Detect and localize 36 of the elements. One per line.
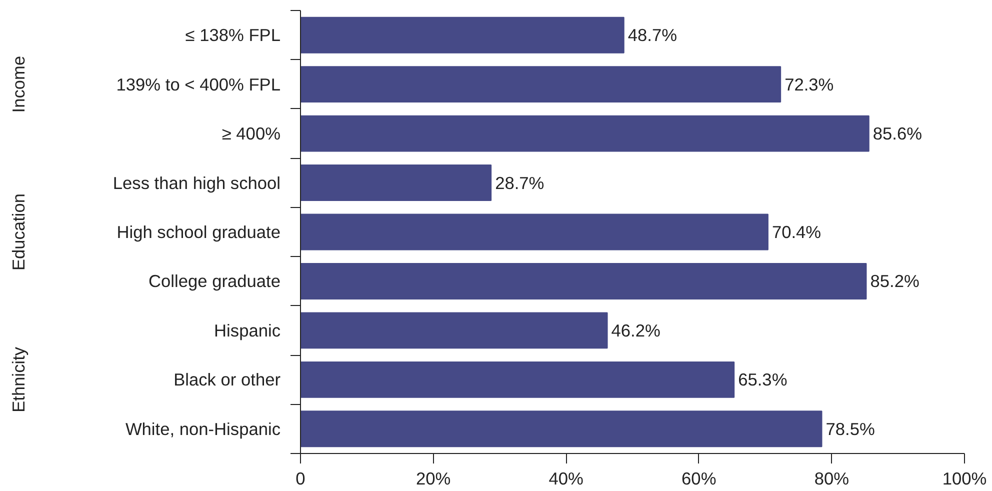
data-label: 85.6%	[872, 124, 922, 144]
x-tick-label: 60%	[682, 468, 716, 488]
x-tick-label: 100%	[942, 468, 987, 488]
y-tick-label: ≥ 400%	[222, 124, 281, 144]
y-tick-label: 139% to < 400% FPL	[116, 74, 281, 94]
data-label: 78.5%	[826, 418, 875, 439]
data-label: 85.2%	[870, 271, 920, 292]
bar	[300, 361, 735, 398]
data-label: 70.4%	[772, 222, 822, 242]
x-tick-label: 20%	[416, 468, 451, 488]
x-tick-label: 40%	[548, 468, 584, 488]
bar	[300, 410, 822, 448]
y-tick-label: High school graduate	[116, 222, 281, 242]
x-tick-label: 80%	[814, 468, 850, 488]
bar	[300, 16, 624, 54]
bar	[300, 164, 492, 201]
bar	[300, 312, 608, 349]
text: Ethnicity	[8, 346, 28, 412]
y-tick-label: Black or other	[174, 370, 281, 390]
y-tick-label: Hispanic	[214, 320, 281, 340]
bar	[300, 115, 870, 152]
bar	[300, 66, 782, 103]
data-label: 72.3%	[784, 74, 834, 94]
y-tick-label: College graduate	[148, 271, 280, 292]
bar	[300, 214, 768, 250]
bar	[300, 263, 867, 300]
data-label: 28.7%	[495, 172, 544, 193]
y-tick-label: Less than high school	[112, 172, 281, 193]
data-label: 46.2%	[611, 320, 660, 340]
y-tick-label: ≤ 138% FPL	[185, 25, 281, 46]
x-tick-label: 0	[296, 468, 306, 488]
data-label: 65.3%	[738, 370, 788, 390]
data-label: 48.7%	[628, 25, 678, 46]
y-tick-label: White, non-Hispanic	[125, 418, 281, 439]
text: Income	[8, 56, 28, 113]
text: Education	[8, 193, 28, 271]
